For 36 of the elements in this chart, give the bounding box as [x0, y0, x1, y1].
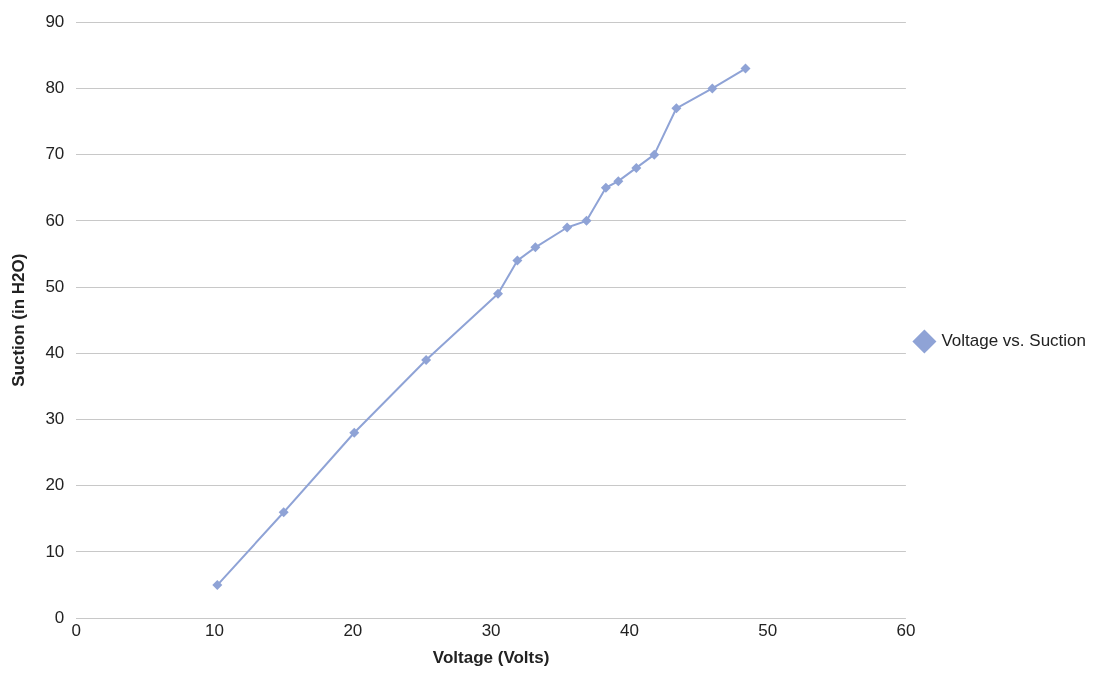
y-tick-label: 30 [45, 409, 65, 429]
y-tick-label: 90 [45, 11, 65, 31]
point [421, 354, 432, 365]
y-axis-title: Suction (in H2O) [8, 253, 28, 387]
point [649, 149, 660, 160]
x-tick-label: 30 [481, 621, 501, 641]
point [349, 427, 360, 438]
point [671, 103, 682, 114]
y-tick-label: 0 [54, 607, 65, 627]
point [278, 507, 289, 518]
y-tick-label: 70 [45, 144, 65, 164]
y-tick-label: 20 [45, 475, 65, 495]
y-tick-label: 80 [45, 78, 65, 98]
point [707, 83, 718, 94]
point [212, 580, 223, 591]
point [740, 63, 751, 74]
y-tick-label: 10 [45, 541, 65, 561]
point [530, 242, 541, 253]
x-tick-label: 0 [71, 621, 82, 641]
x-tick-label: 20 [343, 621, 363, 641]
legend-label: Voltage vs. Suction [941, 331, 1086, 351]
point [562, 222, 573, 233]
point [600, 182, 611, 193]
point [613, 176, 624, 187]
point [512, 255, 523, 266]
y-tick-label: 60 [45, 210, 65, 230]
x-axis-title: Voltage (Volts) [432, 648, 550, 668]
point [631, 162, 642, 173]
y-tick-label: 40 [45, 343, 65, 362]
y-tick-label: 50 [45, 276, 65, 296]
x-tick-label: 10 [205, 621, 225, 641]
point [493, 288, 504, 299]
point [581, 215, 592, 226]
x-tick-label: 50 [758, 621, 778, 641]
x-tick-label: 40 [619, 621, 639, 641]
x-tick-label: 60 [896, 621, 916, 641]
